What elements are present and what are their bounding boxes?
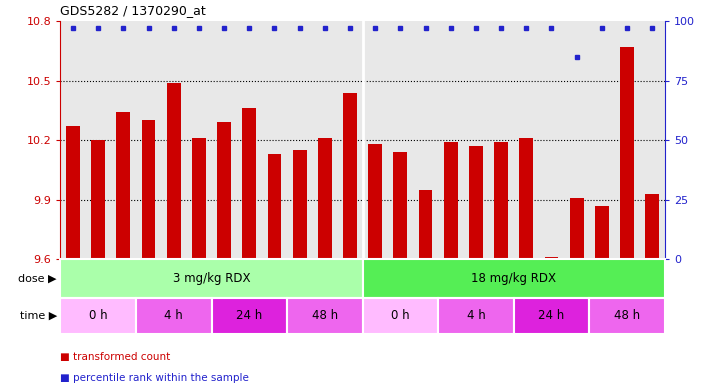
Bar bbox=[318, 138, 332, 259]
Bar bbox=[287, 298, 363, 334]
Bar bbox=[192, 138, 206, 259]
Bar bbox=[363, 298, 438, 334]
Bar bbox=[589, 298, 665, 334]
Bar bbox=[570, 198, 584, 259]
Text: 24 h: 24 h bbox=[538, 310, 565, 322]
Bar bbox=[514, 298, 589, 334]
Bar bbox=[444, 142, 458, 259]
Bar bbox=[217, 122, 231, 259]
Bar bbox=[60, 259, 363, 298]
Bar bbox=[293, 150, 306, 259]
Text: 48 h: 48 h bbox=[614, 310, 640, 322]
Text: 24 h: 24 h bbox=[236, 310, 262, 322]
Bar bbox=[646, 194, 659, 259]
Bar bbox=[620, 47, 634, 259]
Bar bbox=[494, 142, 508, 259]
Bar bbox=[66, 126, 80, 259]
Bar bbox=[545, 257, 558, 259]
Bar bbox=[91, 140, 105, 259]
Bar bbox=[136, 298, 212, 334]
Text: time ▶: time ▶ bbox=[20, 311, 57, 321]
Bar bbox=[469, 146, 483, 259]
Text: 0 h: 0 h bbox=[89, 310, 107, 322]
Text: GDS5282 / 1370290_at: GDS5282 / 1370290_at bbox=[60, 4, 206, 17]
Text: 4 h: 4 h bbox=[466, 310, 486, 322]
Text: 4 h: 4 h bbox=[164, 310, 183, 322]
Bar bbox=[438, 298, 514, 334]
Bar bbox=[393, 152, 407, 259]
Text: 18 mg/kg RDX: 18 mg/kg RDX bbox=[471, 272, 556, 285]
Bar bbox=[343, 93, 357, 259]
Bar bbox=[167, 83, 181, 259]
Bar bbox=[141, 120, 156, 259]
Text: 0 h: 0 h bbox=[391, 310, 410, 322]
Bar bbox=[117, 113, 130, 259]
Bar bbox=[519, 138, 533, 259]
Bar bbox=[212, 298, 287, 334]
Bar bbox=[363, 259, 665, 298]
Text: ■ percentile rank within the sample: ■ percentile rank within the sample bbox=[60, 373, 250, 383]
Text: ■ transformed count: ■ transformed count bbox=[60, 352, 171, 362]
Bar bbox=[267, 154, 282, 259]
Bar bbox=[60, 298, 136, 334]
Bar bbox=[595, 206, 609, 259]
Bar bbox=[419, 190, 432, 259]
Text: 48 h: 48 h bbox=[312, 310, 338, 322]
Text: 3 mg/kg RDX: 3 mg/kg RDX bbox=[173, 272, 250, 285]
Bar bbox=[242, 108, 256, 259]
Text: dose ▶: dose ▶ bbox=[18, 273, 57, 283]
Bar bbox=[368, 144, 382, 259]
